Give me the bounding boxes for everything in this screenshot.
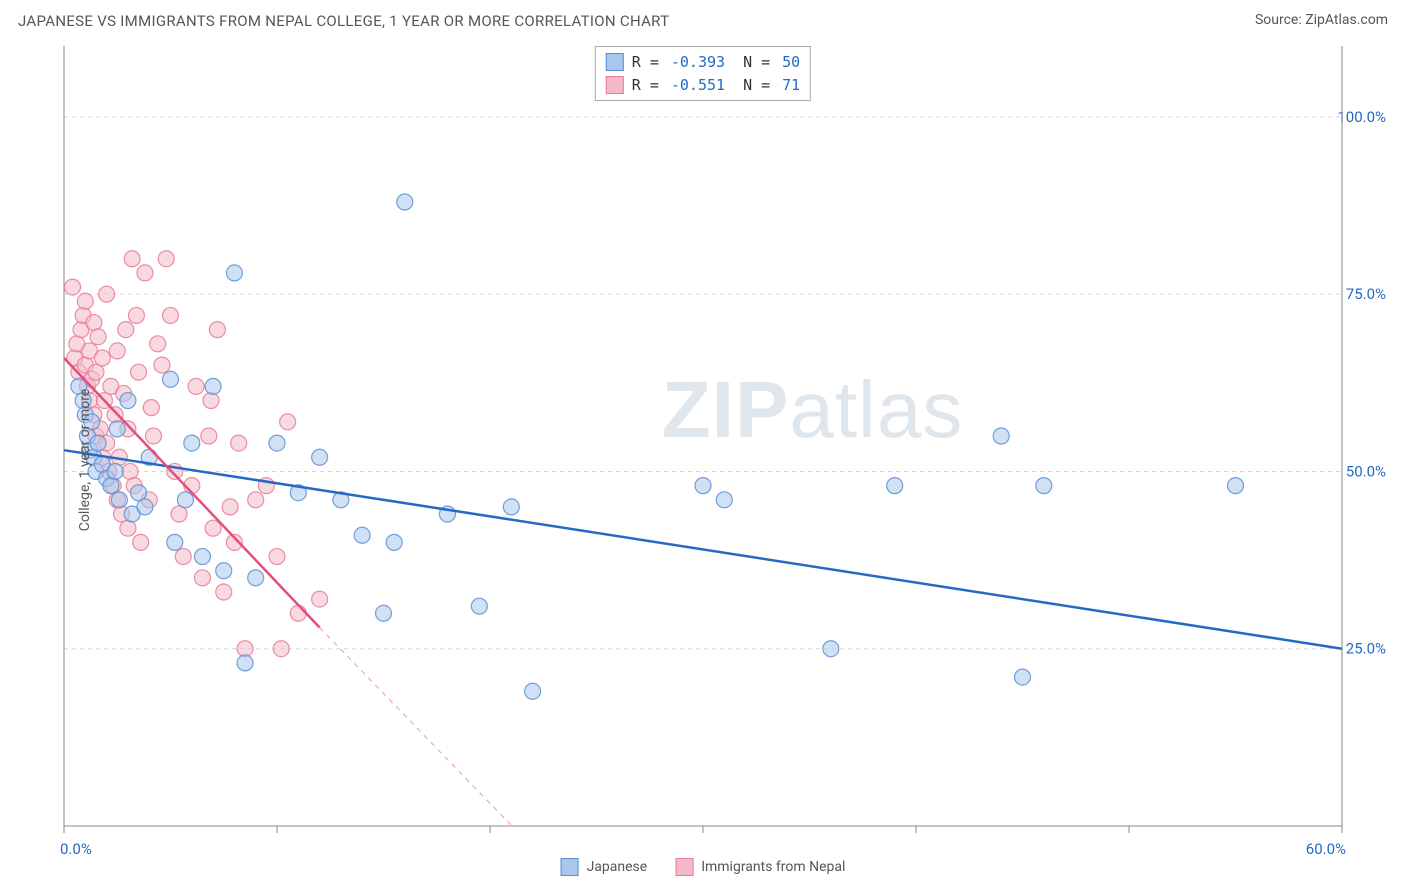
svg-text:75.0%: 75.0%: [1346, 285, 1386, 303]
svg-text:50.0%: 50.0%: [1346, 462, 1386, 480]
series-legend-item-a: Japanese: [561, 858, 648, 876]
chart-area: College, 1 year or more ZIPatlas 25.0%50…: [18, 46, 1388, 874]
legend-n-label: N =: [743, 74, 770, 97]
legend-r-label: R =: [632, 51, 659, 74]
series-swatch-a: [561, 858, 579, 876]
legend-n-label: N =: [743, 51, 770, 74]
series-swatch-b: [675, 858, 693, 876]
svg-text:25.0%: 25.0%: [1346, 640, 1386, 658]
series-name-b: Immigrants from Nepal: [701, 859, 845, 875]
chart-title: JAPANESE VS IMMIGRANTS FROM NEPAL COLLEG…: [18, 12, 669, 30]
legend-n-value-b: 71: [782, 74, 800, 97]
legend-n-value-a: 50: [782, 51, 800, 74]
legend-swatch-a: [606, 53, 624, 71]
source-label: Source:: [1255, 12, 1305, 28]
series-name-a: Japanese: [587, 859, 648, 875]
chart-source: Source: ZipAtlas.com: [1255, 12, 1388, 28]
legend-row-a: R = -0.393 N = 50: [606, 51, 800, 74]
scatter-plot: 25.0% 50.0% 75.0% 100.0% 0.0% 60.0%: [18, 46, 1388, 874]
legend-swatch-b: [606, 76, 624, 94]
svg-text:0.0%: 0.0%: [60, 840, 92, 858]
correlation-legend: R = -0.393 N = 50 R = -0.551 N = 71: [595, 46, 811, 101]
series-legend-item-b: Immigrants from Nepal: [675, 858, 845, 876]
legend-row-b: R = -0.551 N = 71: [606, 74, 800, 97]
legend-r-value-a: -0.393: [671, 51, 725, 74]
series-legend: Japanese Immigrants from Nepal: [561, 858, 846, 876]
legend-r-label: R =: [632, 74, 659, 97]
chart-header: JAPANESE VS IMMIGRANTS FROM NEPAL COLLEG…: [0, 0, 1406, 38]
svg-text:100.0%: 100.0%: [1337, 108, 1386, 126]
source-link[interactable]: ZipAtlas.com: [1305, 12, 1388, 28]
legend-r-value-b: -0.551: [671, 74, 725, 97]
y-axis-label: College, 1 year or more: [77, 389, 93, 531]
svg-text:60.0%: 60.0%: [1306, 840, 1346, 858]
